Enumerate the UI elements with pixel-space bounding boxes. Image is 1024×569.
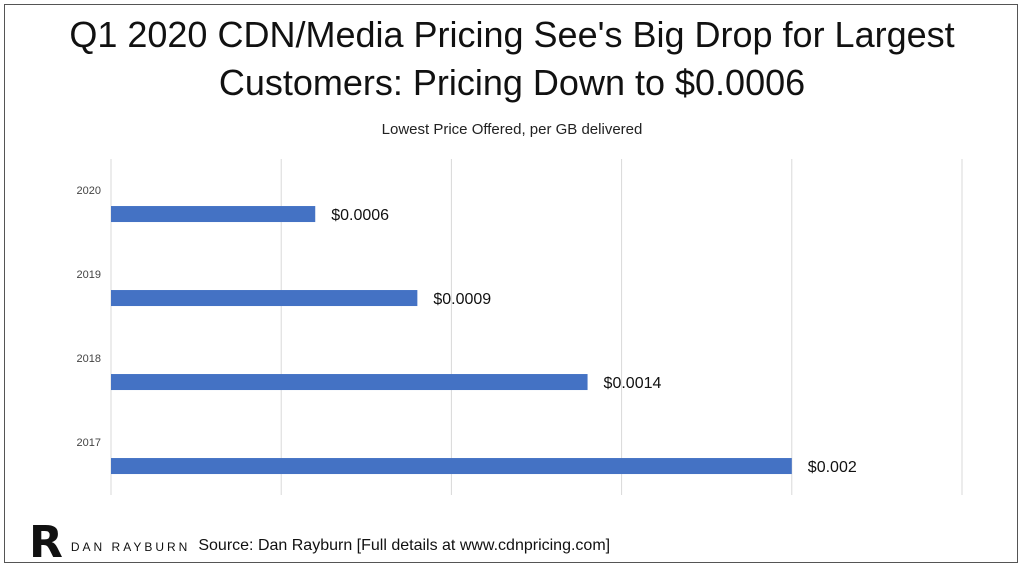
data-label-2019: $0.0009 <box>433 291 491 308</box>
rayburn-logo-icon: R <box>29 517 63 568</box>
logo-name: DAN RAYBURN <box>70 540 191 554</box>
chart-subtitle: Lowest Price Offered, per GB delivered <box>381 121 643 138</box>
bar-2019 <box>111 290 418 307</box>
data-label-2017: $0.002 <box>808 459 857 476</box>
category-label-2017: 2017 <box>77 437 101 449</box>
bar-2020 <box>111 206 316 223</box>
bar-chart: 2020 $0.0006 2019 $0.0009 2018 $0.0014 2017 $0.… <box>77 159 963 495</box>
category-label-2018: 2018 <box>77 353 101 365</box>
chart-title-line-1: Q1 2020 CDN/Media Pricing See's Big Drop… <box>69 14 955 55</box>
chart-title: Q1 2020 CDN/Media Pricing See's Big Drop… <box>5 11 1019 107</box>
footer: R DAN RAYBURN Source: Dan Rayburn [Full … <box>29 521 610 565</box>
category-label-2019: 2019 <box>77 269 101 281</box>
data-label-2018: $0.0014 <box>604 375 662 392</box>
chart-title-line-2: Customers: Pricing Down to $0.0006 <box>218 62 806 103</box>
bar-2018 <box>111 374 588 391</box>
source-note: Source: Dan Rayburn [Full details at www… <box>198 537 611 554</box>
chart-frame: Q1 2020 CDN/Media Pricing See's Big Drop… <box>4 4 1019 565</box>
category-label-2020: 2020 <box>77 185 101 197</box>
data-label-2020: $0.0006 <box>331 207 389 224</box>
bar-2017 <box>111 458 792 475</box>
